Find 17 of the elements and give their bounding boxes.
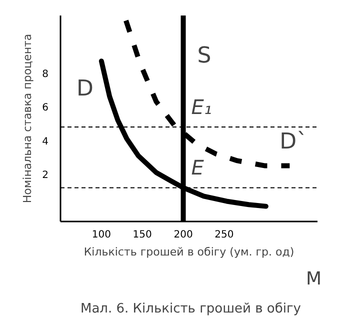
annotation: E <box>191 156 204 180</box>
series-label: D <box>76 76 94 102</box>
x-tick-label: 250 <box>214 230 234 240</box>
y-axis-title: Номінальна ставка процента <box>21 34 34 204</box>
series-label: D` <box>280 129 308 154</box>
y-tick-label: 8 <box>42 68 49 80</box>
y-tick-label: 6 <box>42 102 49 114</box>
y-tick-label: 2 <box>42 170 49 182</box>
x-axis-title: Кількість грошей в обігу (ум. гр. од) <box>84 246 294 258</box>
annotation: E₁ <box>191 94 212 119</box>
text: M <box>306 268 322 290</box>
x-tick-label: 100 <box>92 230 111 240</box>
ref-line-label: S <box>197 44 212 68</box>
y-tick-label: 4 <box>42 136 49 148</box>
x-tick-label: 150 <box>132 230 152 240</box>
text: Мал. 6. Кількість грошей в обігу <box>80 302 302 316</box>
x-tick-label: 200 <box>174 230 193 240</box>
